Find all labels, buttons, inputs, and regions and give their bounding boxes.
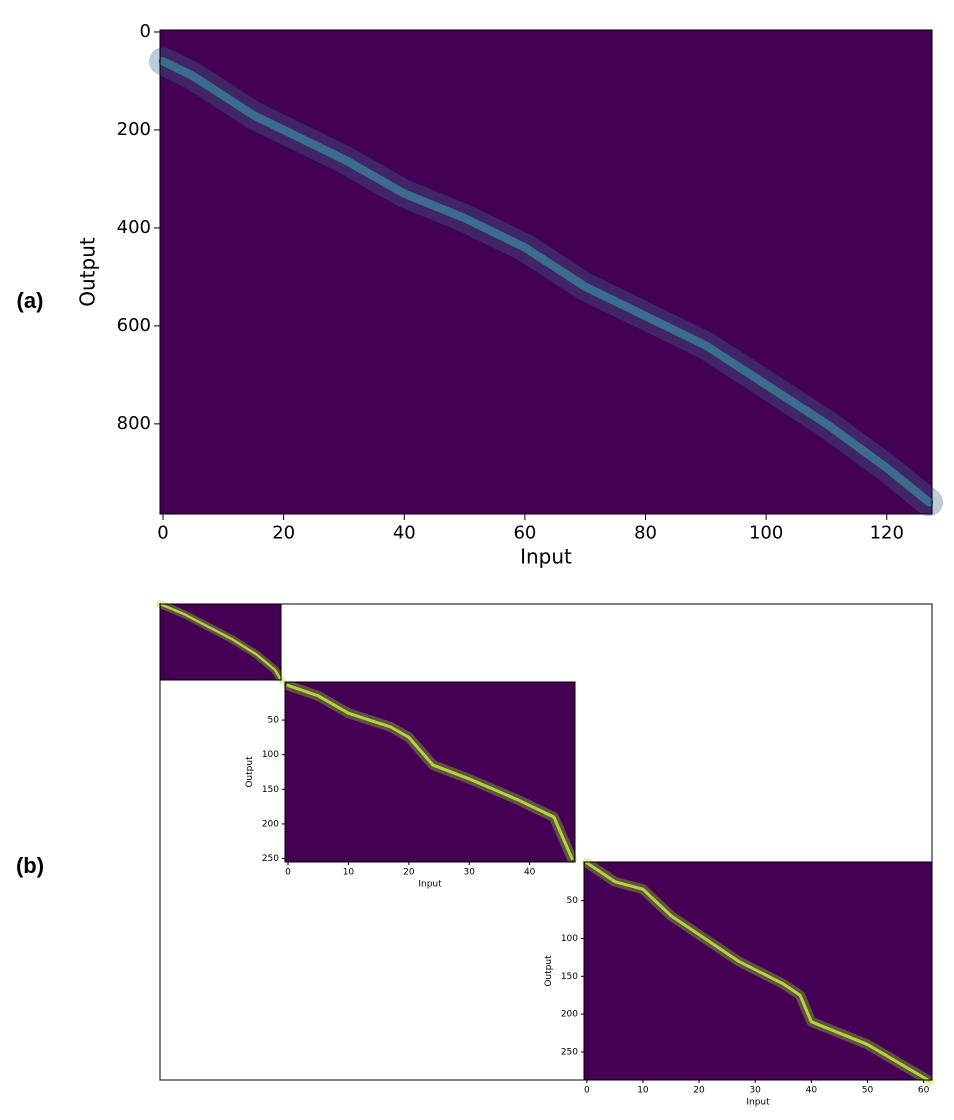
y-tick-label: 200 [561, 1010, 578, 1020]
alignment-path [286, 683, 574, 861]
x-tick-label: 60 [918, 1085, 930, 1095]
y-tick-label: 150 [262, 785, 279, 795]
x-tick-label: 120 [870, 523, 904, 544]
axes-frame [583, 861, 933, 1081]
y-tick-label: 0 [140, 21, 151, 42]
x-tick-label: 10 [343, 867, 355, 877]
x-tick-label: 0 [584, 1085, 590, 1095]
x-tick-label: 20 [693, 1085, 705, 1095]
x-tick-label: 100 [749, 523, 783, 544]
heatmap-background [160, 604, 281, 680]
y-tick-label: 800 [117, 413, 151, 434]
axes-frame [159, 29, 933, 515]
y-tick-label: 150 [561, 972, 578, 982]
y-tick-label: 600 [117, 315, 151, 336]
y-tick-label: 50 [567, 896, 579, 906]
y-tick-label: 50 [268, 716, 280, 726]
x-tick-label: 40 [393, 523, 416, 544]
x-tick-label: 20 [272, 523, 295, 544]
x-tick-label: 0 [157, 523, 168, 544]
y-axis-label: Output [245, 756, 255, 788]
x-tick-label: 80 [634, 523, 657, 544]
x-tick-label: 50 [862, 1085, 874, 1095]
x-tick-label: 30 [464, 867, 476, 877]
panel-frame [159, 603, 933, 1081]
x-tick-label: 30 [749, 1085, 761, 1095]
y-tick-label: 200 [262, 819, 279, 829]
heatmap-background [160, 30, 932, 514]
y-tick-label: 200 [117, 119, 151, 140]
x-tick-label: 40 [524, 867, 536, 877]
x-tick-label: 40 [806, 1085, 818, 1095]
panel-label: (a) [17, 288, 44, 313]
y-tick-label: 250 [262, 854, 279, 864]
axes-frame [159, 603, 282, 681]
alignment-path [158, 57, 934, 507]
y-tick-label: 400 [117, 217, 151, 238]
x-tick-label: 0 [285, 867, 291, 877]
y-tick-label: 250 [561, 1047, 578, 1057]
heatmap-background [285, 682, 575, 862]
x-tick-label: 60 [513, 523, 536, 544]
x-axis-label: Input [746, 1097, 770, 1107]
y-axis-label: Output [544, 955, 554, 987]
x-tick-label: 20 [403, 867, 415, 877]
x-axis-label: Input [418, 879, 442, 889]
axes-frame [284, 681, 576, 863]
alignment-path [158, 602, 283, 682]
y-tick-label: 100 [561, 934, 578, 944]
x-tick-label: 10 [637, 1085, 649, 1095]
y-axis-label: Output [76, 237, 100, 307]
panel-label: (b) [16, 853, 44, 878]
alignment-path [585, 861, 931, 1083]
x-axis-label: Input [520, 544, 572, 568]
y-tick-label: 100 [262, 750, 279, 760]
